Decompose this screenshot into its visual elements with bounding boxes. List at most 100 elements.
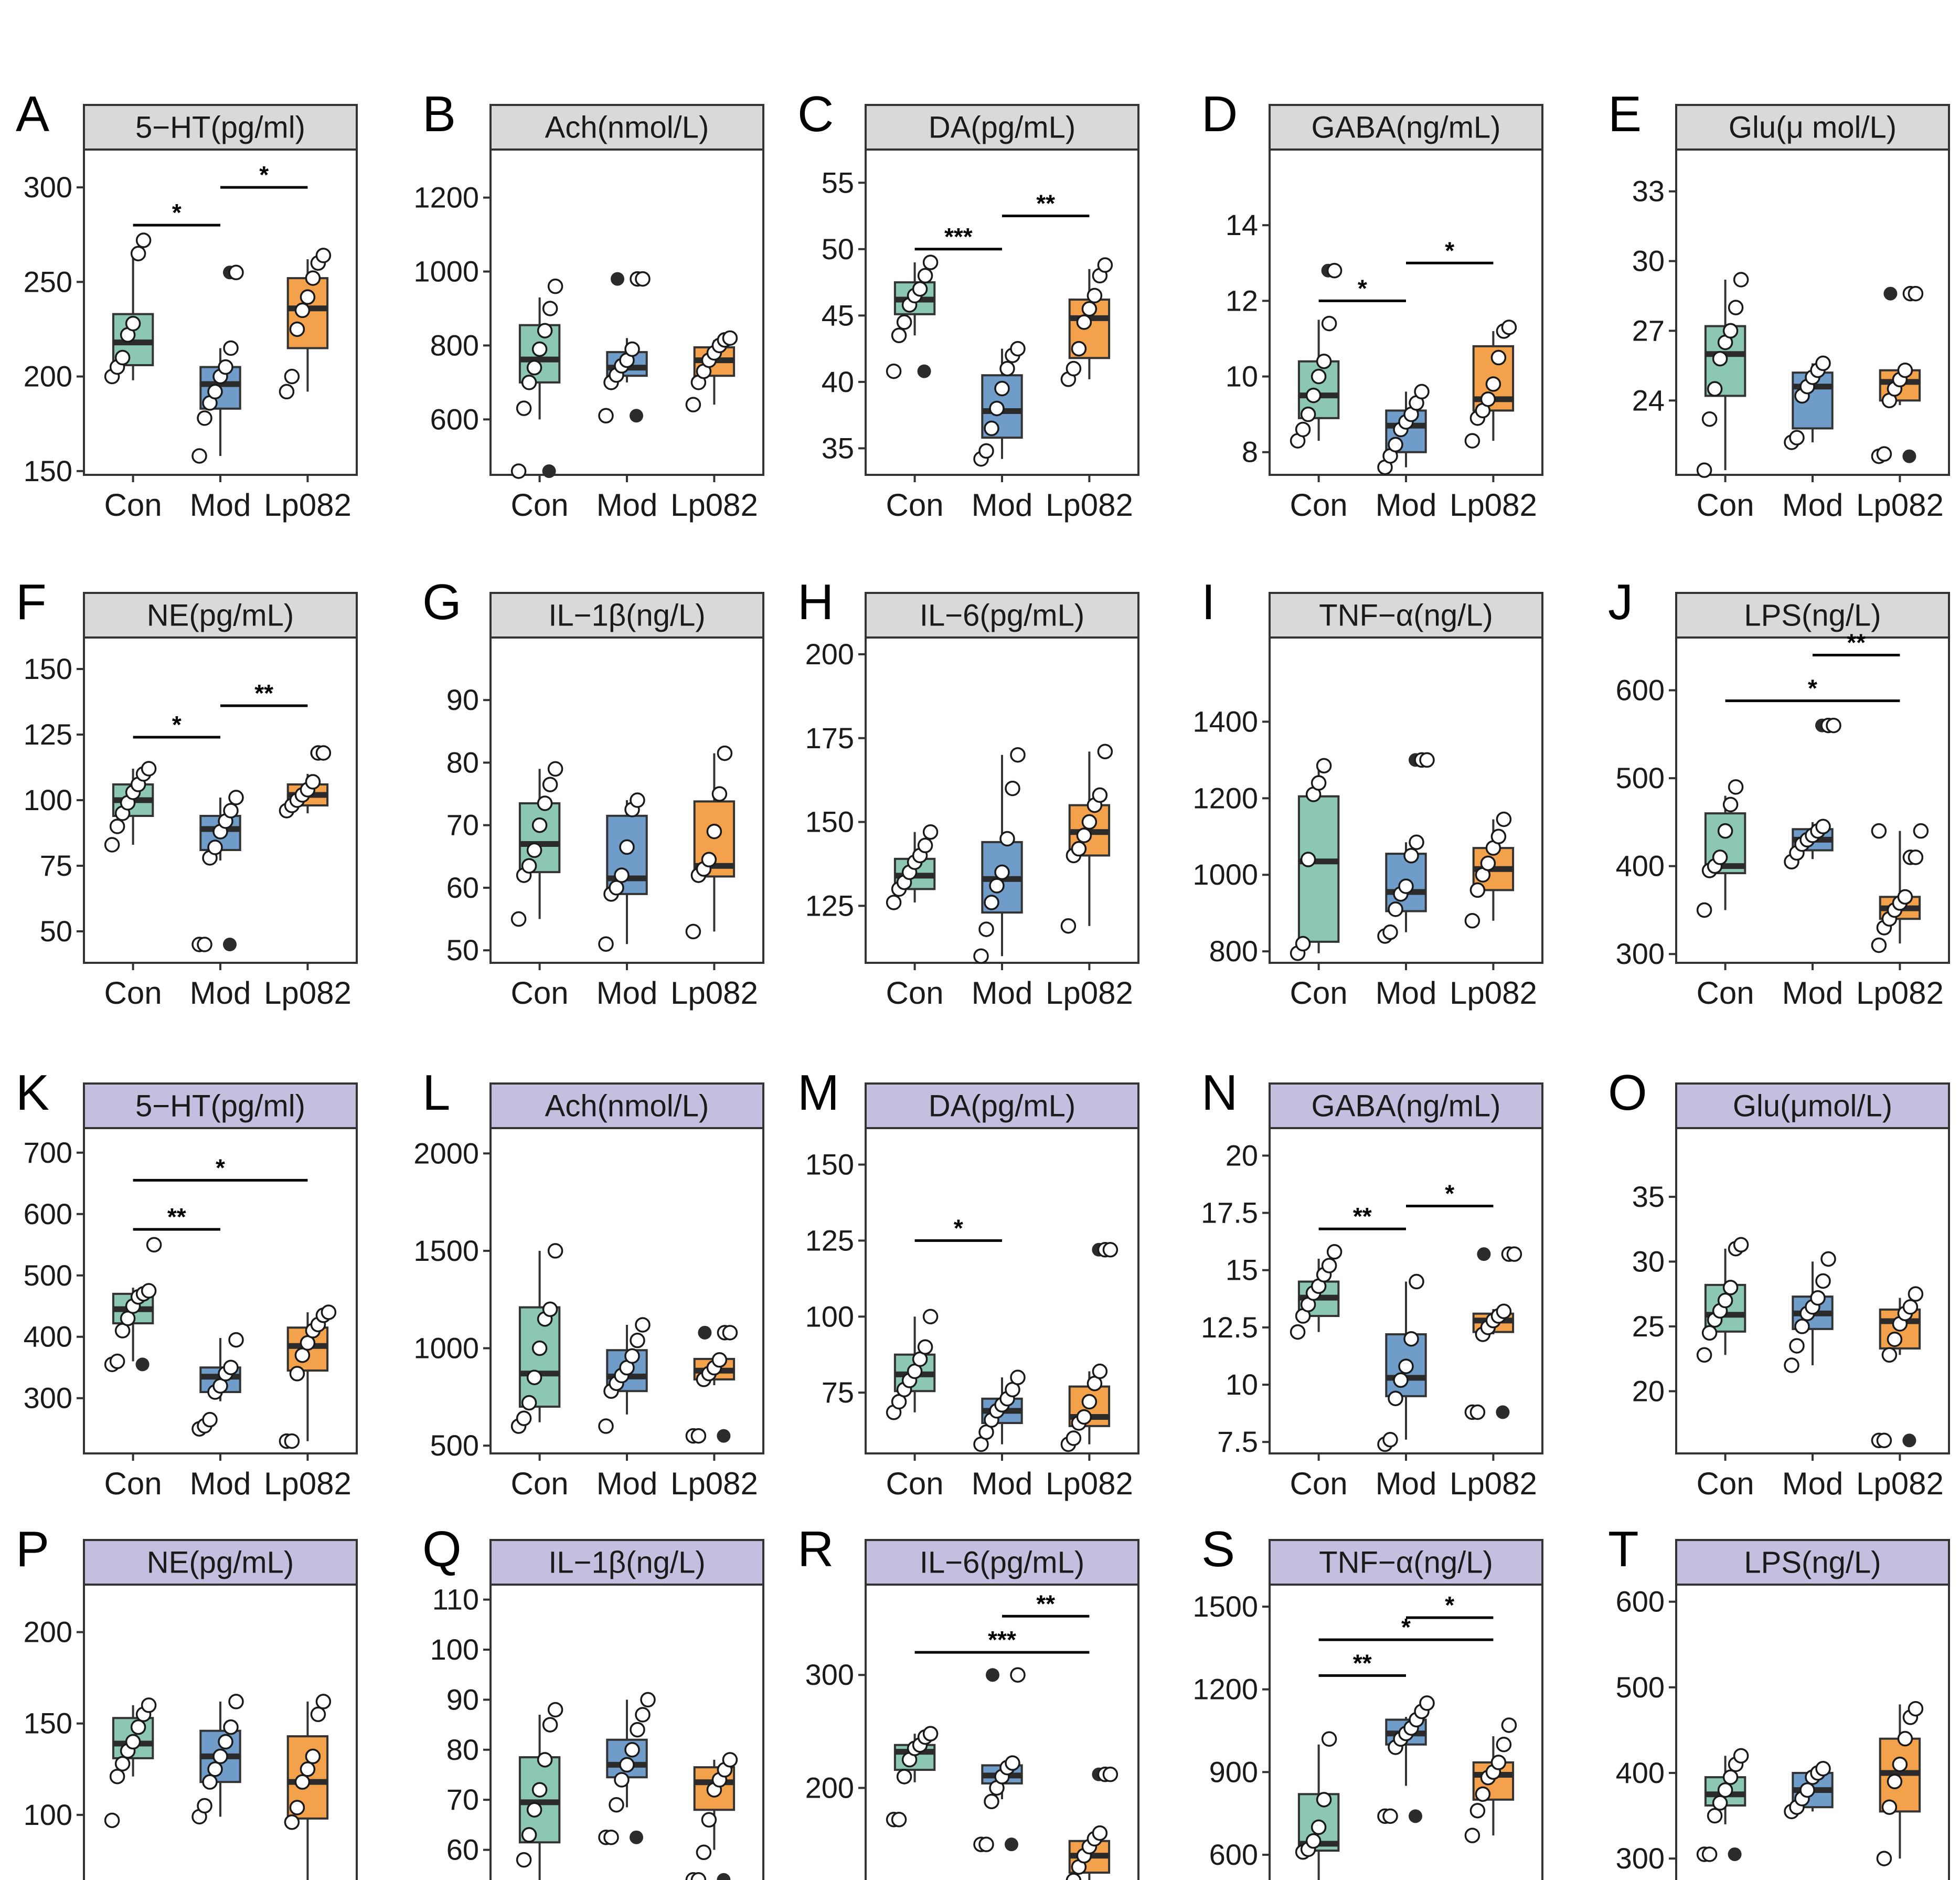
- data-point: [1897, 889, 1913, 905]
- data-point: [135, 232, 152, 248]
- panel-letter: A: [16, 86, 49, 142]
- data-point: [1717, 1782, 1733, 1798]
- y-tick-label: 8: [1242, 436, 1258, 469]
- x-category-label: Con: [1290, 487, 1348, 523]
- data-point: [1892, 1756, 1908, 1772]
- outlier-point: [1409, 1809, 1422, 1823]
- data-point: [531, 341, 548, 357]
- y-tick-label: 33: [1632, 175, 1665, 208]
- panel-I: I TNF−α(ng/L) 800 1000 1200 1400 Con Mod Lp082: [1192, 574, 1543, 1011]
- outlier-point: [223, 938, 237, 951]
- panel-letter: N: [1201, 1065, 1238, 1121]
- data-point: [1728, 779, 1744, 795]
- box-con: [1297, 795, 1340, 943]
- data-point: [1066, 1873, 1082, 1880]
- y-tick-label: 600: [1209, 1838, 1258, 1871]
- data-point: [1414, 384, 1430, 400]
- outlier-point: [135, 1357, 150, 1372]
- data-point: [516, 1852, 532, 1868]
- data-point: [989, 878, 1005, 894]
- data-point: [984, 1793, 999, 1810]
- data-point: [603, 1829, 619, 1845]
- data-point: [1908, 849, 1924, 865]
- significance-label: *: [259, 161, 269, 188]
- significance-label: *: [172, 711, 182, 738]
- x-category-label: Lp082: [1046, 1466, 1133, 1501]
- y-tick-label: 300: [1616, 937, 1665, 970]
- data-point: [1794, 1319, 1810, 1334]
- x-category-label: Con: [104, 975, 162, 1011]
- data-point: [912, 281, 928, 297]
- y-tick-label: 30: [1632, 1245, 1665, 1278]
- y-tick-label: 200: [24, 1616, 72, 1649]
- data-point: [305, 270, 321, 286]
- y-tick-label: 125: [805, 889, 854, 922]
- y-tick-label: 250: [24, 265, 72, 298]
- data-point: [1316, 1792, 1332, 1808]
- data-point: [1908, 285, 1924, 302]
- data-point: [717, 745, 733, 761]
- data-point: [1076, 314, 1092, 330]
- data-point: [284, 368, 300, 385]
- y-tick-label: 25: [1632, 1310, 1665, 1343]
- data-point: [1326, 262, 1343, 279]
- strip-title: NE(pg/mL): [147, 599, 294, 633]
- y-tick-label: 900: [1209, 1755, 1258, 1788]
- data-point: [130, 1719, 146, 1735]
- data-point: [510, 911, 527, 927]
- data-point: [1290, 1324, 1306, 1340]
- y-tick-label: 12: [1226, 284, 1258, 317]
- panel-letter: S: [1201, 1521, 1235, 1577]
- data-point: [1496, 1303, 1512, 1320]
- data-point: [1696, 902, 1712, 918]
- data-point: [300, 289, 316, 305]
- data-point: [542, 301, 558, 316]
- data-point: [1102, 1242, 1119, 1258]
- panel-letter: J: [1608, 574, 1633, 630]
- y-tick-label: 10: [1226, 1368, 1258, 1401]
- data-point: [228, 264, 244, 281]
- strip-title: DA(pg/mL): [929, 1089, 1075, 1123]
- data-point: [1820, 1251, 1836, 1267]
- panel-letter: K: [16, 1065, 49, 1121]
- data-point: [722, 1325, 738, 1341]
- data-point: [630, 1722, 645, 1738]
- data-point: [917, 1339, 933, 1355]
- strip-background: [865, 1539, 1139, 1586]
- strip-title: 5−HT(pg/ml): [135, 111, 305, 145]
- panel-R: RIL−6(pg/mL)100200300ConModLp082*****: [797, 1521, 1139, 1880]
- data-point: [202, 1411, 218, 1428]
- strip-title: Glu(μmol/L): [1733, 1089, 1892, 1123]
- data-point: [1010, 1667, 1026, 1683]
- plot-frame: [489, 148, 764, 476]
- data-point: [1464, 433, 1480, 449]
- strip-background: [489, 592, 764, 639]
- y-tick-label: 1500: [413, 1234, 479, 1267]
- strip-title: Glu(μ mol/L): [1729, 111, 1897, 145]
- data-point: [1419, 752, 1435, 768]
- data-point: [1403, 848, 1419, 864]
- data-point: [1485, 376, 1501, 392]
- data-point: [547, 761, 563, 777]
- data-point: [1490, 349, 1507, 366]
- data-point: [1707, 381, 1723, 397]
- panel-M: M DA(pg/mL) 75 100 125 150 Con Mod Lp082 *: [797, 1065, 1139, 1501]
- strip-background: [865, 592, 1139, 639]
- significance-label: *: [172, 199, 182, 226]
- data-point: [886, 895, 902, 910]
- x-category-label: Lp082: [264, 1466, 351, 1501]
- panel-letter: L: [422, 1065, 450, 1121]
- data-point: [598, 936, 614, 952]
- data-point: [706, 823, 722, 840]
- data-point: [711, 1352, 728, 1368]
- strip-title: Ach(nmol/L): [545, 111, 709, 145]
- data-point: [207, 840, 223, 855]
- data-point: [1902, 1299, 1919, 1315]
- x-category-label: Mod: [190, 487, 251, 523]
- y-tick-label: 55: [822, 166, 854, 199]
- y-tick-label: 200: [805, 638, 854, 671]
- data-point: [1876, 1851, 1892, 1866]
- data-point: [635, 1317, 651, 1333]
- data-point: [104, 837, 120, 853]
